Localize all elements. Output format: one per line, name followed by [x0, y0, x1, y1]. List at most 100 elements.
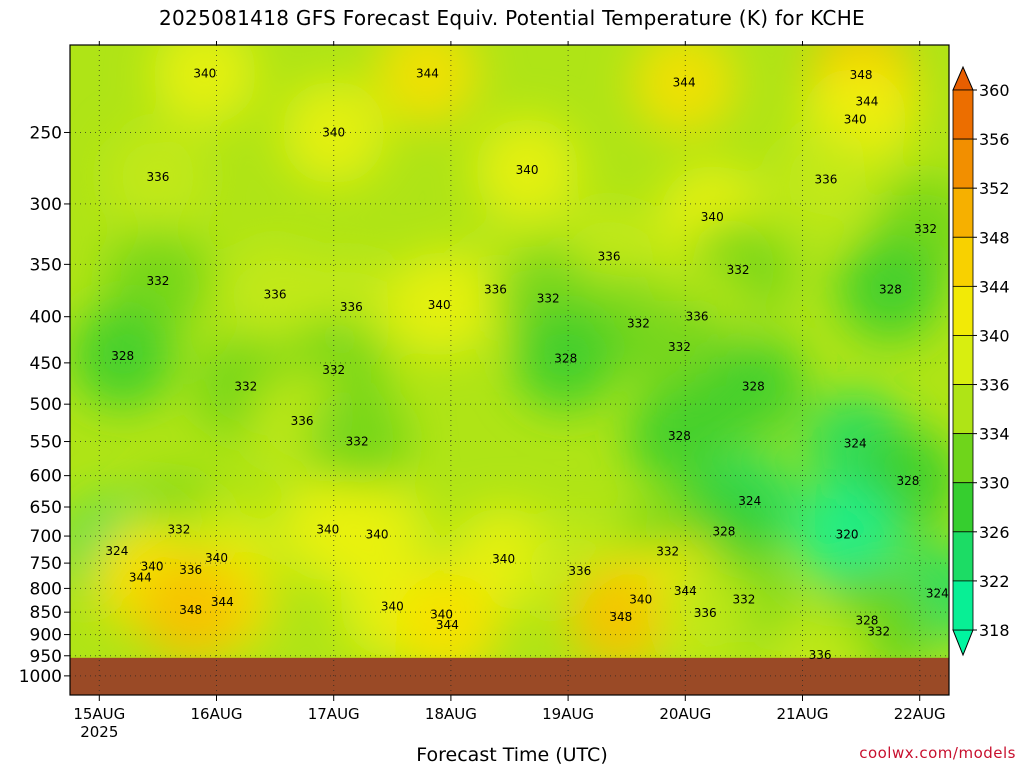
colorbar-top-arrow [952, 65, 974, 91]
contour-label: 332 [732, 593, 755, 607]
y-tick-label: 800 [30, 579, 62, 599]
contour-label: 336 [686, 310, 709, 324]
x-tick-label: 22AUG [894, 705, 946, 723]
colorbar-label: 336 [979, 376, 1010, 395]
y-tick-label: 1000 [19, 667, 62, 687]
contour-label: 336 [809, 648, 832, 662]
x-tick-label: 20AUG [659, 705, 711, 723]
colorbar-label: 318 [979, 621, 1010, 640]
field-patch [568, 564, 673, 669]
contour-label: 340 [366, 527, 389, 541]
contour-label: 324 [844, 437, 867, 451]
contour-label: 340 [381, 600, 404, 614]
contour-label: 344 [211, 595, 234, 609]
field-patch [795, 482, 900, 587]
contour-label: 332 [627, 317, 650, 331]
y-tick-label: 650 [30, 498, 62, 518]
x-tick-label: 19AUG [542, 705, 594, 723]
field-patch [513, 306, 618, 411]
field-patch [632, 45, 737, 135]
contour-label: 340 [629, 593, 652, 607]
x-tick-label: 17AUG [308, 705, 360, 723]
colorbar-label: 326 [979, 523, 1010, 542]
colorbar-segment [952, 384, 974, 435]
contour-label: 340 [701, 210, 724, 224]
contour-label: 332 [727, 263, 750, 277]
colorbar-segment [952, 335, 974, 385]
contour-label: 332 [914, 222, 937, 236]
contour-label: 340 [492, 552, 515, 566]
field-patch [653, 561, 758, 666]
x-year-label: 2025 [80, 723, 118, 741]
contour-label: 320 [836, 527, 859, 541]
contour-label: 328 [668, 429, 691, 443]
contour-label: 332 [322, 363, 345, 377]
colorbar-label: 348 [979, 228, 1010, 247]
contour-label: 328 [897, 474, 920, 488]
contour-label: 332 [656, 544, 679, 558]
contour-label: 332 [537, 292, 560, 306]
contour-label: 332 [146, 274, 169, 288]
colorbar-segment [952, 482, 974, 533]
field-patch [223, 242, 328, 347]
y-tick-label: 900 [30, 626, 62, 646]
contour-label: 336 [264, 288, 287, 302]
y-tick-label: 400 [30, 308, 62, 328]
x-axis-label: Forecast Time (UTC) [416, 744, 608, 766]
colorbar-label: 322 [979, 572, 1010, 591]
colorbar-segment [952, 236, 974, 287]
x-tick-label: 21AUG [777, 705, 829, 723]
contour-label: 340 [516, 163, 539, 177]
contour-label: 340 [430, 607, 453, 621]
chart-title: 2025081418 GFS Forecast Equiv. Potential… [159, 6, 865, 30]
colorbar-label: 334 [979, 425, 1010, 444]
contour-label: 340 [316, 522, 339, 536]
contour-label: 344 [129, 570, 152, 584]
credit-link[interactable]: coolwx.com/models [859, 744, 1016, 762]
field-patch [838, 237, 943, 342]
contour-label: 328 [856, 613, 879, 627]
contour-label: 344 [856, 94, 879, 108]
x-tick-label: 16AUG [191, 705, 243, 723]
colorbar-segment [952, 531, 974, 582]
contour-label: 336 [694, 606, 717, 620]
contour-label: 328 [879, 282, 902, 296]
contour-label: 348 [179, 603, 202, 617]
y-tick-label: 950 [30, 647, 62, 667]
contour-label: 336 [568, 564, 591, 578]
colorbar-bottom-arrow [952, 629, 974, 657]
y-tick-label: 550 [30, 433, 62, 453]
contour-label: 324 [105, 544, 128, 558]
contour-label: 340 [844, 113, 867, 127]
contour-label: 344 [673, 75, 696, 89]
field-patch [475, 117, 580, 222]
colorbar-label: 356 [979, 130, 1010, 149]
colorbar-segment [952, 89, 974, 140]
field-patch [70, 303, 175, 408]
contour-label: 324 [738, 494, 761, 508]
field-patch [281, 80, 386, 185]
field-patch [395, 572, 500, 677]
contour-label: 340 [193, 66, 216, 80]
colorbar-label: 352 [979, 179, 1010, 198]
field-patch [105, 124, 210, 229]
contour-label: 336 [146, 170, 169, 184]
contour-label: 336 [598, 249, 621, 263]
field-patch [627, 383, 732, 488]
contour-label: 332 [168, 522, 191, 536]
contour-label: 344 [436, 618, 459, 632]
ground-surface [70, 657, 949, 695]
plot-frame [69, 44, 950, 696]
contour-label: 340 [141, 560, 164, 574]
contour-label: 336 [179, 563, 202, 577]
contour-label: 336 [340, 300, 363, 314]
contour-label: 344 [674, 584, 697, 598]
colorbar-segment [952, 187, 974, 238]
contour-label: 328 [713, 525, 736, 539]
contour-label: 336 [484, 282, 507, 296]
colorbar-label: 344 [979, 277, 1010, 296]
field-patch [375, 45, 480, 126]
y-tick-label: 850 [30, 603, 62, 623]
y-tick-label: 750 [30, 554, 62, 574]
field-patch [773, 127, 878, 232]
